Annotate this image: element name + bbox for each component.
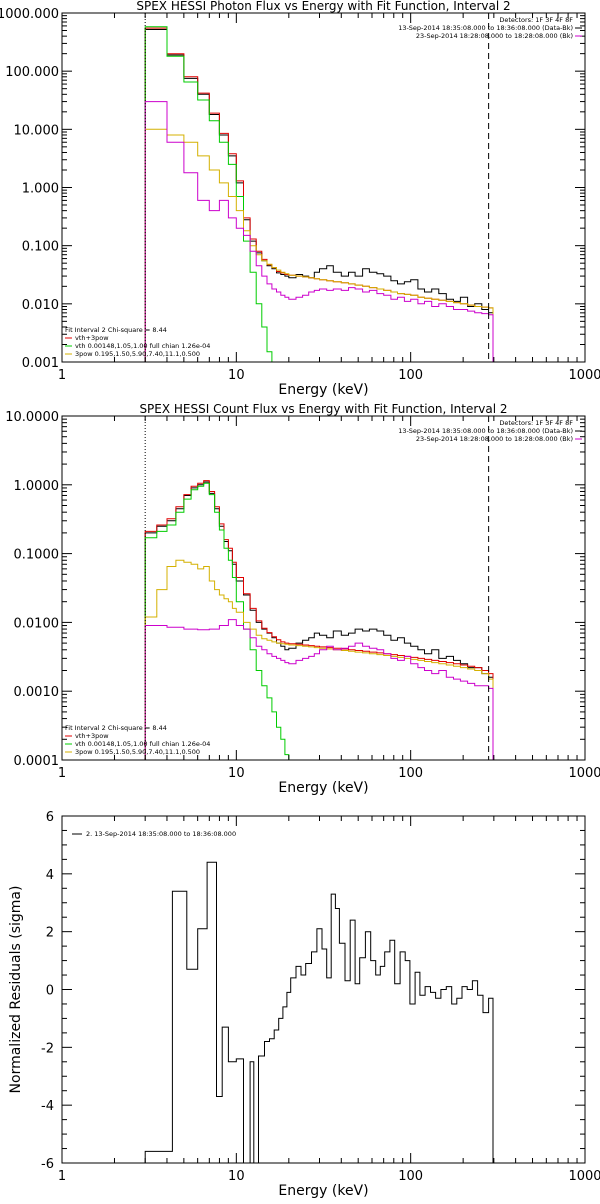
- y-tick-label: 1.000: [22, 182, 59, 197]
- y-tick-label: 100.000: [5, 65, 59, 80]
- chart-panel-1: SPEX HESSI Photon Flux vs Energy with Fi…: [0, 0, 600, 398]
- legend-text-3: 3pow 0.195,1.50,5.90,7.40,11.1,0.500: [75, 748, 200, 756]
- chart-panel-3: 1 10 100 1000 Energy (keV) -6 -4 -2 0 2 4 6 Normaliz…: [8, 810, 600, 1199]
- y-tick-label: 0.0010: [14, 685, 60, 700]
- series-line-3: [144, 559, 494, 760]
- x-tick-label: 10: [228, 1169, 245, 1184]
- x-tick-label: 1: [58, 766, 66, 781]
- y-tick-label: 0.0001: [14, 754, 60, 769]
- x-axis-label: Energy (keV): [278, 780, 368, 796]
- series-line-0: [144, 481, 494, 760]
- header-line-2: 23-Sep-2014 18:28:08.000 to 18:28:08.000…: [416, 32, 573, 40]
- header-line-0: Detectors: 1F 3F 4F 8F: [499, 16, 573, 24]
- x-tick-label: 1: [58, 1169, 66, 1184]
- legend-text-1: vth+3pow: [75, 334, 109, 342]
- chart-panel-2: SPEX HESSI Count Flux vs Energy with Fit…: [5, 402, 600, 796]
- y-tick-label: 4: [46, 868, 54, 883]
- y-tick-label: 0.1000: [14, 548, 60, 563]
- header-line-1: 13-Sep-2014 18:35:08.000 to 18:36:08.000…: [398, 24, 573, 32]
- x-axis-label: Energy (keV): [278, 1183, 368, 1199]
- header-line-1: 13-Sep-2014 18:35:08.000 to 18:36:08.000…: [398, 427, 573, 435]
- x-tick-label: 100: [398, 368, 423, 383]
- y-tick-label: 1000.000: [0, 7, 59, 22]
- header-line-0: Detectors: 1F 3F 4F 8F: [499, 419, 573, 427]
- x-tick-label: 10: [228, 368, 245, 383]
- x-axis-label: Energy (keV): [278, 382, 368, 398]
- series-line-0: [144, 861, 494, 1163]
- plot-area: [144, 861, 494, 1163]
- y-tick-label: 10.000: [14, 123, 60, 138]
- y-tick-label: 6: [46, 810, 54, 825]
- plot-area: [144, 480, 494, 760]
- series-line-1: [144, 480, 494, 760]
- x-tick-label: 1000: [568, 368, 600, 383]
- y-tick-label: 0.0100: [14, 616, 60, 631]
- y-tick-label: 10.0000: [5, 410, 59, 425]
- legend-text-2: vth 0.00148,1.05,1.00 full chian 1.26e-0…: [75, 740, 210, 748]
- x-tick-label: 1000: [568, 766, 600, 781]
- chart-title: SPEX HESSI Count Flux vs Energy with Fit…: [139, 402, 507, 416]
- y-tick-label: 0: [46, 984, 54, 999]
- legend-text-0: Fit Interval 2 Chi-square = 8.44: [65, 326, 167, 334]
- series-line-4: [144, 101, 494, 362]
- y-tick-label: 1.0000: [14, 479, 60, 494]
- y-tick-label: -2: [41, 1041, 54, 1056]
- series-line-4: [144, 619, 494, 760]
- axes-frame: [61, 415, 586, 761]
- x-tick-label: 10: [228, 766, 245, 781]
- y-tick-label: -4: [41, 1099, 54, 1114]
- legend-text-0: Fit Interval 2 Chi-square = 8.44: [65, 724, 167, 732]
- y-axis-label: Normalized Residuals (sigma): [8, 886, 24, 1094]
- x-tick-label: 100: [398, 1169, 423, 1184]
- x-tick-label: 100: [398, 766, 423, 781]
- series-line-3: [144, 128, 494, 362]
- y-tick-label: 0.010: [22, 298, 59, 313]
- legend-text-2: vth 0.00148,1.05,1.00 full chian 1.26e-0…: [75, 342, 210, 350]
- header-line-2: 23-Sep-2014 18:28:08.000 to 18:28:08.000…: [416, 435, 573, 443]
- y-tick-label: 0.001: [22, 356, 59, 371]
- axes-frame: [61, 12, 586, 363]
- x-tick-label: 1000: [568, 1169, 600, 1184]
- y-tick-label: 2: [46, 926, 54, 941]
- x-tick-label: 1: [58, 368, 66, 383]
- chart-title: SPEX HESSI Photon Flux vs Energy with Fi…: [136, 0, 510, 13]
- series-line-2: [144, 26, 277, 362]
- legend-text-0: 2. 13-Sep-2014 18:35:08.000 to 18:36:08.…: [86, 830, 236, 838]
- plot-area: [144, 26, 494, 362]
- axes-frame: [61, 815, 586, 1164]
- series-line-0: [144, 29, 494, 362]
- y-tick-label: -6: [41, 1157, 54, 1172]
- legend-text-1: vth+3pow: [75, 732, 109, 740]
- legend-text-3: 3pow 0.195,1.50,5.90,7.40,11.1,0.500: [75, 350, 200, 358]
- y-tick-label: 0.100: [22, 240, 59, 255]
- series-line-2: [144, 482, 294, 760]
